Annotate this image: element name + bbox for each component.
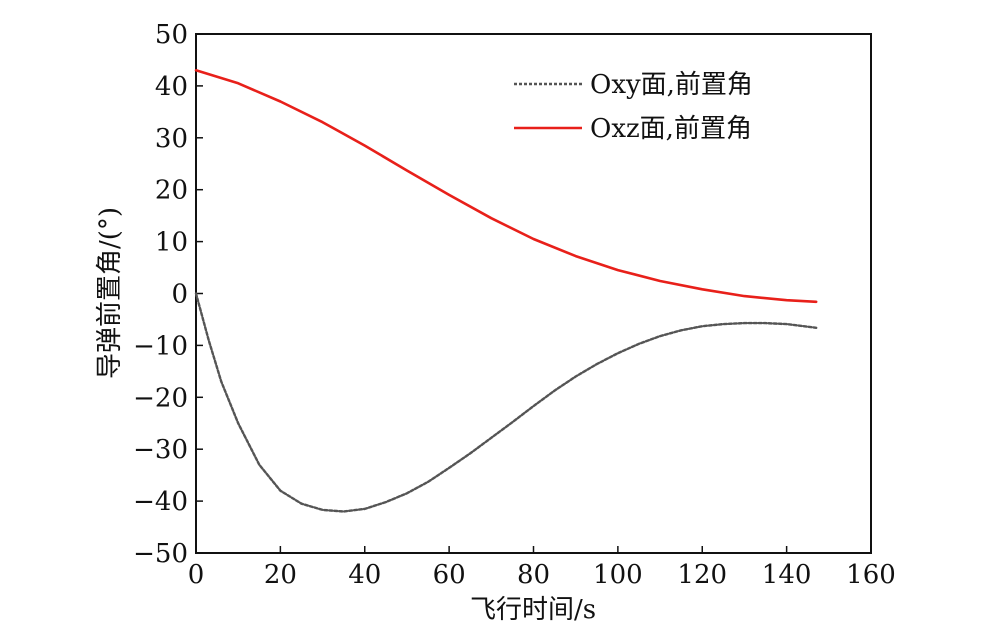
- legend-label-oxy: Oxy面,前置角: [590, 70, 753, 100]
- series-layer: [194, 69, 818, 513]
- y-tick-label: 10: [155, 228, 188, 258]
- y-tick-label: 0: [171, 280, 188, 310]
- y-tick-label: 20: [155, 176, 188, 206]
- series-line-oxz: [194, 69, 818, 304]
- x-tick-label: 160: [846, 560, 896, 590]
- y-tick-label: −20: [133, 383, 188, 413]
- x-tick-label: 20: [264, 560, 297, 590]
- plot-frame: [195, 33, 872, 554]
- x-axis-title: 飞行时间/s: [470, 595, 596, 625]
- legend-label-oxz: Oxz面,前置角: [590, 114, 752, 144]
- series-line-oxy: [194, 292, 818, 513]
- x-tick-label: 80: [517, 560, 550, 590]
- y-axis-title: 导弹前置角/(°): [95, 207, 125, 379]
- y-tick-label: −10: [133, 331, 188, 361]
- x-tick-label: 40: [348, 560, 381, 590]
- x-tick-label: 120: [677, 560, 727, 590]
- x-tick-label: 0: [188, 560, 205, 590]
- y-tick-label: 50: [155, 20, 188, 50]
- y-tick-label: 30: [155, 124, 188, 154]
- legend: Oxy面,前置角 Oxz面,前置角: [514, 70, 753, 144]
- x-tick-label: 60: [433, 560, 466, 590]
- x-tick-label: 140: [762, 560, 812, 590]
- y-tick-label: −40: [133, 487, 188, 517]
- y-tick-label: 40: [155, 72, 188, 102]
- ticks-layer: 0 20 40 60 80 100 120 140 16050403020100−10−20−3…: [133, 20, 896, 590]
- y-tick-label: −50: [133, 539, 188, 569]
- y-tick-label: −30: [133, 435, 188, 465]
- x-tick-label: 100: [593, 560, 643, 590]
